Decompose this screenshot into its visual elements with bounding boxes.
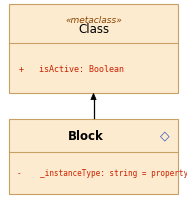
Text: -    _instanceType: string = property: - _instanceType: string = property bbox=[17, 168, 187, 178]
Text: Block: Block bbox=[68, 129, 104, 142]
Text: «metaclass»: «metaclass» bbox=[65, 15, 122, 24]
Polygon shape bbox=[91, 94, 96, 100]
Text: ◇: ◇ bbox=[160, 129, 169, 142]
FancyBboxPatch shape bbox=[9, 5, 178, 94]
Text: Class: Class bbox=[78, 23, 109, 36]
FancyBboxPatch shape bbox=[9, 119, 178, 194]
Text: +   isActive: Boolean: + isActive: Boolean bbox=[19, 65, 124, 74]
